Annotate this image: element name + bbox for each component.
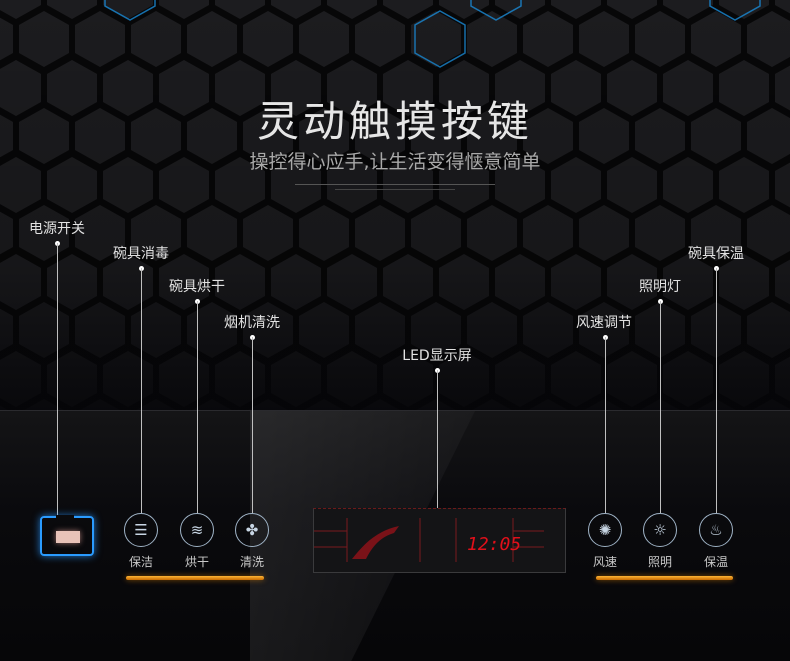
callout-led: LED显示屏 <box>402 348 472 364</box>
left-accent-bar <box>126 576 264 580</box>
dish-rack-icon: ☰ <box>134 521 148 539</box>
callout-line <box>716 268 717 513</box>
fan-spray-icon: ✤ <box>245 521 259 539</box>
bowl-steam-icon: ≋ <box>190 521 204 539</box>
power-button[interactable] <box>40 515 94 556</box>
clean-button[interactable]: ✤ <box>235 513 269 547</box>
led-display: 12:05 <box>313 508 566 573</box>
callout-line <box>57 243 58 516</box>
dry-button[interactable]: ≋ <box>180 513 214 547</box>
page-title: 灵动触摸按键 <box>256 97 533 146</box>
fan-speed-button[interactable]: ✺ <box>588 513 622 547</box>
divider <box>295 184 495 185</box>
display-segments <box>314 518 544 562</box>
callout-line <box>605 337 606 513</box>
light-bulb-icon: ☼ <box>653 521 667 539</box>
warm-button[interactable]: ♨ <box>699 513 733 547</box>
callout-line <box>197 301 198 513</box>
display-time: 12:05 <box>467 534 522 555</box>
warm-label: 保温 <box>703 555 729 569</box>
clean-label: 清洗 <box>239 555 265 569</box>
dry-label: 烘干 <box>184 555 210 569</box>
callout-fan: 风速调节 <box>576 315 632 331</box>
callout-line <box>141 268 142 513</box>
divider <box>335 189 455 190</box>
callout-light: 照明灯 <box>639 279 681 295</box>
fan-speed-label: 风速 <box>592 555 618 569</box>
callout-line <box>660 301 661 513</box>
power-indicator <box>56 531 80 543</box>
callout-line <box>437 370 438 508</box>
disinfect-label: 保洁 <box>128 555 154 569</box>
light-button[interactable]: ☼ <box>643 513 677 547</box>
warm-bowl-icon: ♨ <box>709 521 723 539</box>
callout-clean: 烟机清洗 <box>224 315 280 331</box>
callout-disinfect: 碗具消毒 <box>113 246 169 262</box>
fan-icon: ✺ <box>598 521 612 539</box>
callout-dry: 碗具烘干 <box>169 279 225 295</box>
callout-warm: 碗具保温 <box>688 246 744 262</box>
callout-line <box>252 337 253 513</box>
right-accent-bar <box>596 576 733 580</box>
disinfect-button[interactable]: ☰ <box>124 513 158 547</box>
callout-power: 电源开关 <box>29 221 85 237</box>
page-subtitle: 操控得心应手,让生活变得惬意简单 <box>249 151 541 173</box>
light-label: 照明 <box>647 555 673 569</box>
